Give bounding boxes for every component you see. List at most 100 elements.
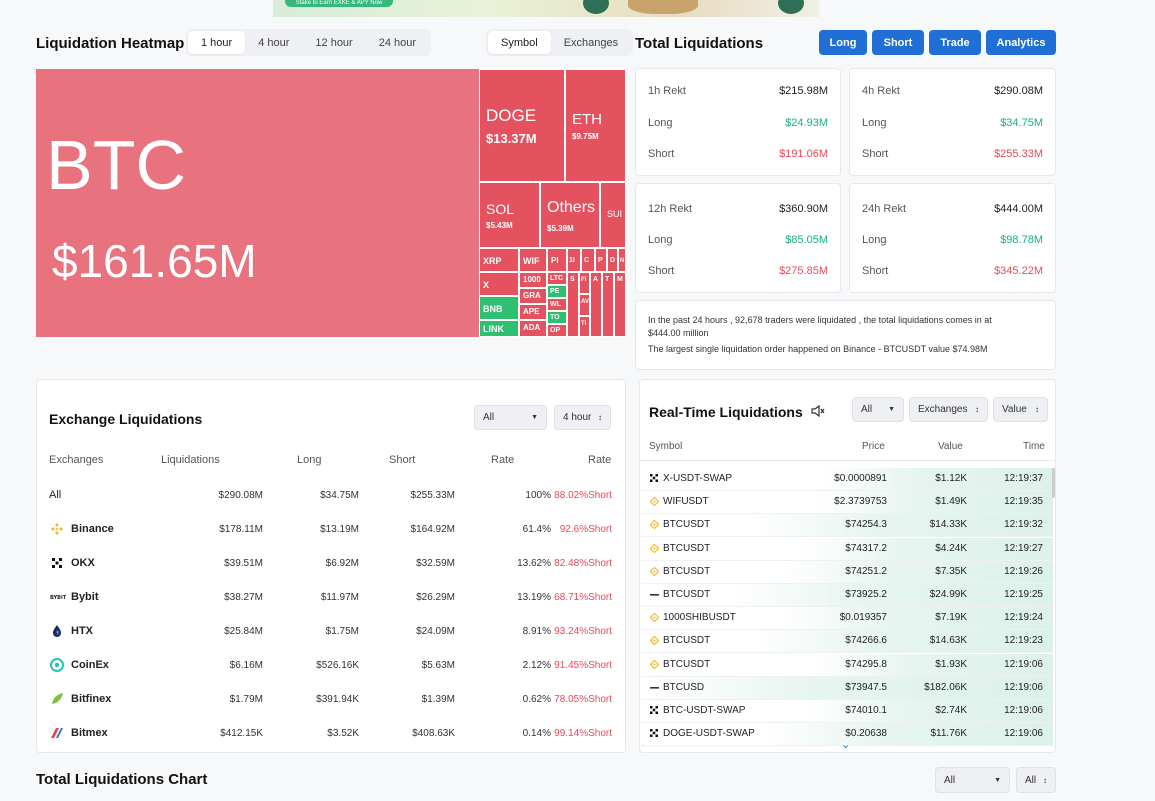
tile-ti[interactable]: TI	[579, 316, 590, 337]
tile-eth-symbol: ETH	[572, 111, 602, 128]
tile-c[interactable]: C	[581, 248, 595, 272]
tile-to[interactable]: TO	[547, 311, 567, 324]
realtime-row[interactable]: DOGE-USDT-SWAP $0.20638 $11.76K 12:19:06	[641, 723, 1053, 747]
realtime-row[interactable]: BTCUSDT $74266.6 $14.63K 12:19:23	[641, 630, 1053, 654]
tile-fi[interactable]: FI	[579, 272, 590, 294]
exchange-row[interactable]: All $290.08M $34.75M $255.33M 100% 88.02%Shor…	[37, 487, 627, 507]
tile-s[interactable]: S	[567, 272, 579, 337]
exchange-row[interactable]: BYBIT Bybit $38.27M $11.97M $26.29M 13.19% 68.…	[37, 589, 627, 609]
tile-m[interactable]: M	[614, 272, 626, 337]
tile-gra[interactable]: GRA	[519, 288, 547, 304]
exchange-row[interactable]: Bitmex $412.15K $3.52K $408.63K 0.14% 99.14%S…	[37, 725, 627, 745]
tile-ltc[interactable]: LTC	[547, 272, 567, 285]
realtime-value-dropdown[interactable]: Value ↕	[993, 397, 1048, 422]
coinex-logo-icon	[50, 658, 64, 672]
realtime-row[interactable]: BTCUSDT $73925.2 $24.99K 12:19:25	[641, 584, 1053, 607]
exchange-row[interactable]: CoinEx $6.16M $526.16K $5.63M 2.12% 91.45%Sho…	[37, 657, 627, 677]
tile-p[interactable]: P	[595, 248, 607, 272]
tile-pe[interactable]: PE	[547, 285, 567, 298]
tile-t[interactable]: T	[602, 272, 614, 337]
realtime-filter-value: All	[861, 404, 873, 415]
tile-symbol: TO	[550, 314, 560, 321]
realtime-row[interactable]: BTC-USDT-SWAP $74010.1 $2.74K 12:19:06	[641, 700, 1053, 723]
tile-1i[interactable]: 1I	[567, 248, 581, 272]
tile-sol[interactable]: SOL $5.43M	[479, 182, 540, 248]
tile-others[interactable]: Others $5.39M	[540, 182, 600, 248]
exchange-filter-dropdown[interactable]: All ▼	[474, 405, 547, 430]
exchange-name: OKX	[71, 557, 95, 569]
exchange-row[interactable]: HTX $25.84M $1.75M $24.09M 8.91% 93.24%Short	[37, 623, 627, 643]
realtime-row[interactable]: BTCUSDT $74254.3 $14.33K 12:19:32	[641, 514, 1053, 538]
tile-link[interactable]: LINK	[479, 320, 519, 337]
realtime-value: $7.35K	[935, 565, 967, 577]
column-header-long: Long	[297, 454, 322, 466]
exchange-short-rate: 92.6%Short	[559, 524, 612, 535]
scrollbar-thumb[interactable]	[1052, 468, 1055, 498]
tile-op[interactable]: OP	[547, 324, 567, 337]
tile-bnb[interactable]: BNB	[479, 296, 519, 320]
realtime-row[interactable]: WIFUSDT $2.3739753 $1.49K 12:19:35	[641, 491, 1053, 515]
tile-av[interactable]: AV	[579, 294, 590, 316]
exchange-long: $391.94K	[316, 694, 359, 705]
exchange-row[interactable]: OKX $39.51M $6.92M $32.59M 13.62% 82.48%Short	[37, 555, 627, 575]
tile-a[interactable]: A	[590, 272, 602, 337]
realtime-exchange-value: Exchanges	[918, 404, 968, 415]
promo-banner[interactable]: Stake to Earn EXKE & APY Now	[273, 0, 819, 17]
binance-logo-icon	[50, 522, 64, 536]
tile-ape[interactable]: APE	[519, 304, 547, 320]
realtime-row[interactable]: BTCUSDT $74251.2 $7.35K 12:19:26	[641, 560, 1053, 584]
tile-d[interactable]: D	[607, 248, 618, 272]
bybit-icon	[650, 590, 659, 598]
trade-button[interactable]: Trade	[929, 30, 981, 55]
chart-filter2-dropdown[interactable]: All ↕	[1016, 767, 1056, 793]
tile-ada[interactable]: ADA	[519, 320, 547, 337]
rekt-total: $215.98M	[779, 85, 828, 97]
chart-filter-dropdown[interactable]: All ▼	[935, 767, 1010, 793]
exchange-period-dropdown[interactable]: 4 hour ↕	[554, 405, 611, 430]
exchange-period-value: 4 hour	[563, 412, 592, 423]
tile-1000[interactable]: 1000	[519, 272, 547, 288]
realtime-exchange-dropdown[interactable]: Exchanges ↕	[909, 397, 988, 422]
short-button[interactable]: Short	[872, 30, 924, 55]
exchange-liquidations-title: Exchange Liquidations	[49, 411, 203, 427]
tile-wl[interactable]: WL	[547, 298, 567, 311]
tab-24-hour[interactable]: 24 hour	[378, 36, 417, 49]
tile-eth[interactable]: ETH $9.75M	[565, 69, 626, 182]
tile-wif[interactable]: WIF	[519, 248, 547, 272]
tile-btc[interactable]: BTC $161.65M	[36, 69, 479, 337]
realtime-row[interactable]: BTCUSD $73947.5 $182.06K 12:19:06	[641, 676, 1053, 700]
rekt-short: $255.33M	[994, 148, 1043, 160]
banner-pill[interactable]: Stake to Earn EXKE & APY Now	[285, 0, 393, 7]
analytics-button[interactable]: Analytics	[986, 30, 1056, 55]
speaker-mute-icon[interactable]	[811, 404, 825, 418]
tab-4-hour[interactable]: 4 hour	[258, 36, 290, 49]
realtime-filter-dropdown[interactable]: All ▼	[852, 397, 904, 422]
tab-symbol[interactable]: Symbol	[488, 31, 551, 54]
binance-icon	[649, 659, 660, 669]
long-button[interactable]: Long	[819, 30, 867, 55]
realtime-row[interactable]: BTCUSDT $74317.2 $4.24K 12:19:27	[641, 537, 1053, 561]
tile-x[interactable]: X	[479, 272, 519, 296]
tab-exchanges[interactable]: Exchanges	[563, 36, 619, 49]
exchange-row[interactable]: Binance $178.11M $13.19M $164.92M 61.4% 92.6%…	[37, 521, 627, 541]
realtime-row[interactable]: BTCUSDT $74295.8 $1.93K 12:19:06	[641, 653, 1053, 677]
rekt-short: $345.22M	[994, 265, 1043, 277]
okx-icon	[650, 474, 658, 482]
exchange-rate: 0.14%	[522, 728, 551, 739]
realtime-value: $7.19K	[935, 612, 967, 624]
value-fill-bar	[813, 653, 1053, 676]
tile-doge[interactable]: DOGE $13.37M	[479, 69, 565, 182]
tile-sui[interactable]: SUI	[600, 182, 626, 248]
realtime-row[interactable]: 1000SHIBUSDT $0.019357 $7.19K 12:19:24	[641, 607, 1053, 631]
value-fill-bar	[754, 630, 1053, 653]
realtime-row[interactable]: X-USDT-SWAP $0.0000891 $1.12K 12:19:37	[641, 468, 1053, 491]
chevron-down-icon[interactable]: ⌄	[841, 739, 851, 751]
tab-1-hour[interactable]: 1 hour	[188, 31, 246, 54]
tile-xrp[interactable]: XRP	[479, 248, 519, 272]
exchange-row[interactable]: Bitfinex $1.79M $391.94K $1.39M 0.62% 78.05%S…	[37, 691, 627, 711]
long-label: Long	[648, 234, 673, 246]
tile-n[interactable]: N	[618, 248, 626, 272]
tile-symbol: XRP	[483, 256, 502, 266]
tab-12-hour[interactable]: 12 hour	[315, 36, 353, 49]
tile-pi[interactable]: PI	[547, 248, 567, 272]
